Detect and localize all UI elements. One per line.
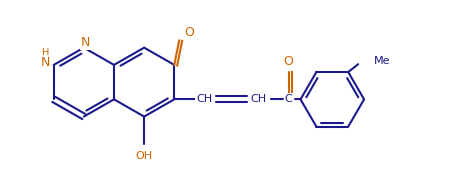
Text: O: O (184, 26, 194, 39)
Text: CH: CH (196, 94, 212, 104)
Text: Me: Me (374, 56, 391, 66)
Text: N: N (41, 56, 50, 69)
Text: N: N (81, 36, 90, 49)
Text: OH: OH (136, 151, 153, 161)
Text: CH: CH (251, 94, 267, 104)
Text: O: O (284, 55, 293, 68)
Text: C: C (285, 94, 292, 104)
Text: H: H (42, 48, 49, 58)
